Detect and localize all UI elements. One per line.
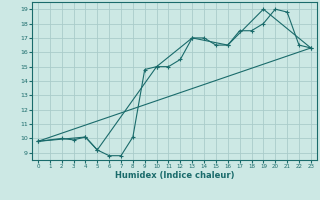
X-axis label: Humidex (Indice chaleur): Humidex (Indice chaleur) xyxy=(115,171,234,180)
